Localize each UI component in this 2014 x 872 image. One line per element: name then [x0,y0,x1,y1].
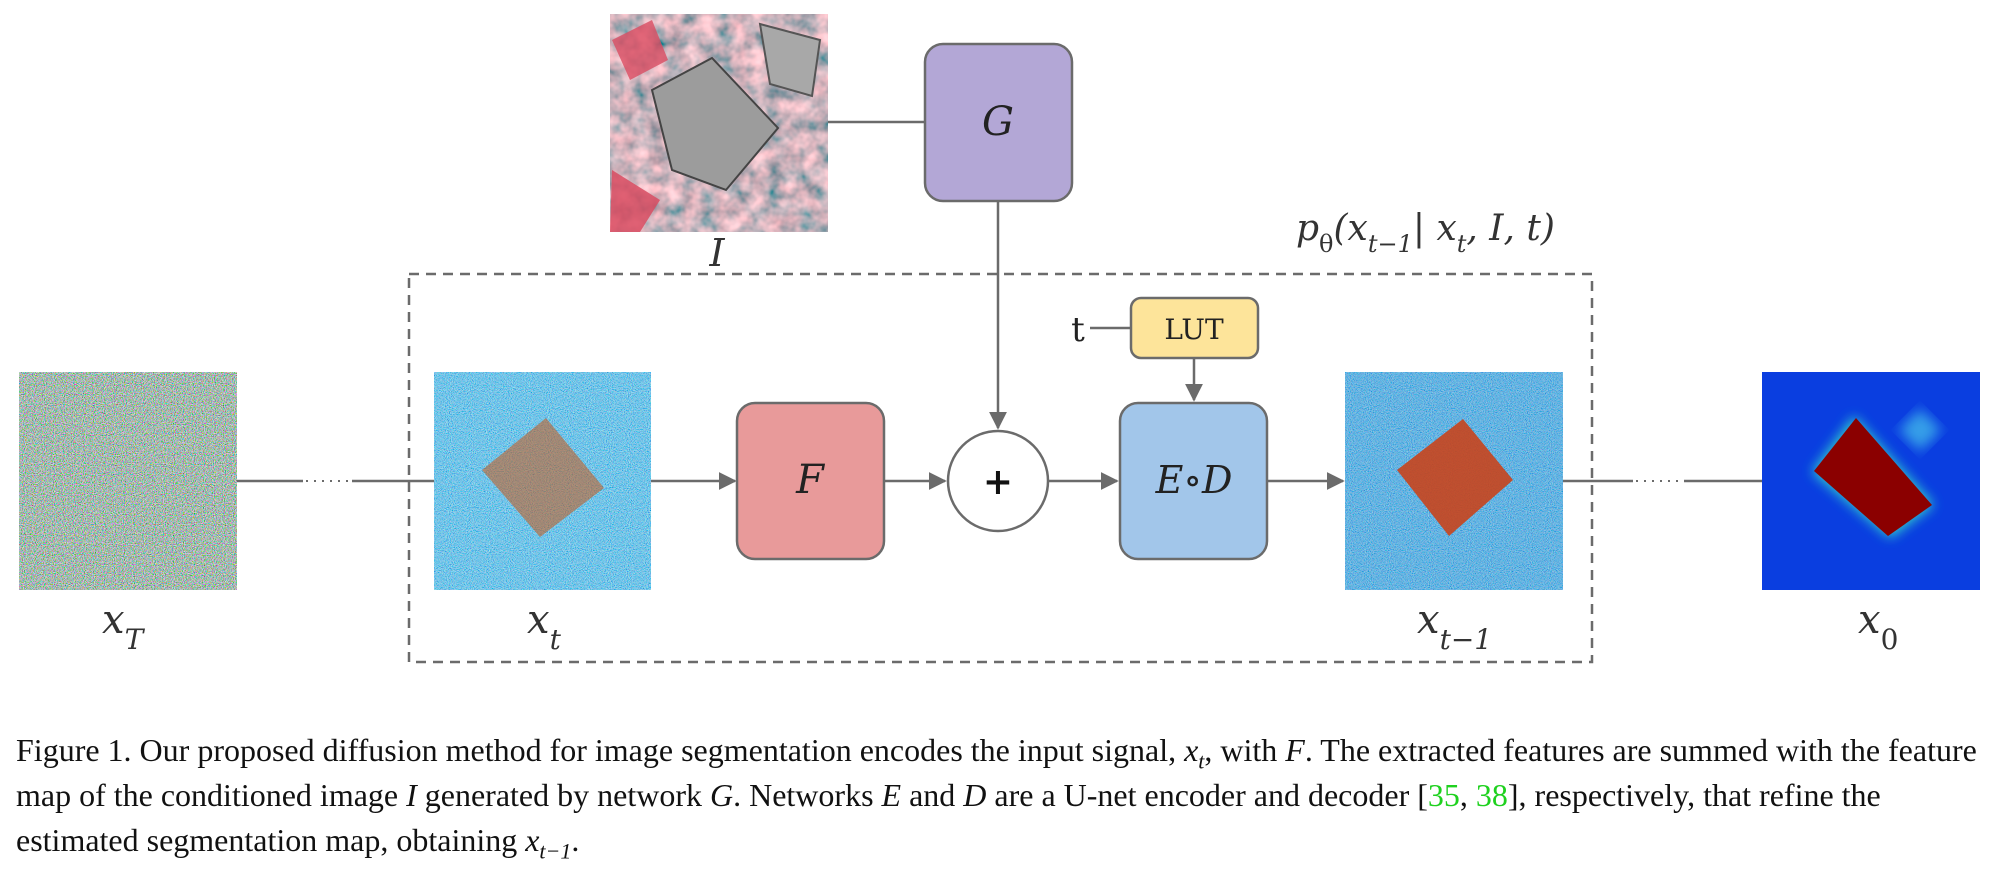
label-xt-minus-1: xt−1 [1417,597,1492,656]
network-f-label: F [795,457,825,503]
citation-link-35[interactable]: 35 [1427,777,1460,813]
roof-shape [650,56,780,192]
network-g-box [923,42,1074,203]
sum-symbol: + [983,461,1013,503]
figure-caption: Figure 1. Our proposed diffusion method … [16,732,1977,864]
network-g-label: G [982,99,1014,145]
noisy-image-xt [434,372,651,590]
segment-shape-x0 [1814,418,1932,536]
segment-shape-xt1 [1397,419,1513,536]
model-frame [407,272,1594,664]
posterior-label: pθ(xt−1| xt, I, t) [1296,208,1555,258]
segmentation-map-x0 [1762,372,1980,590]
network-f-box [735,401,886,561]
noisy-segment-blob [482,418,604,537]
denoised-image-xt1 [1345,372,1563,590]
lut-box [1129,296,1260,360]
label-x0: x0 [1858,597,1898,656]
lut-label: LUT [1164,313,1224,346]
diffusion-diagram: G F + LUT t E∘D I xT xt xt−1 x0 pθ(xt−1|… [19,14,1980,664]
encoder-decoder-box [1118,401,1269,561]
citation-link-38[interactable]: 38 [1475,777,1508,813]
conditioning-image-label: I [708,231,725,275]
sum-node [946,429,1050,533]
conditioning-image [610,14,828,232]
timestep-label: t [1071,310,1085,350]
label-xT: xT [102,597,146,656]
label-xt: xt [527,597,562,656]
noise-image-xT [19,372,237,590]
encoder-decoder-label: E∘D [1155,458,1233,502]
